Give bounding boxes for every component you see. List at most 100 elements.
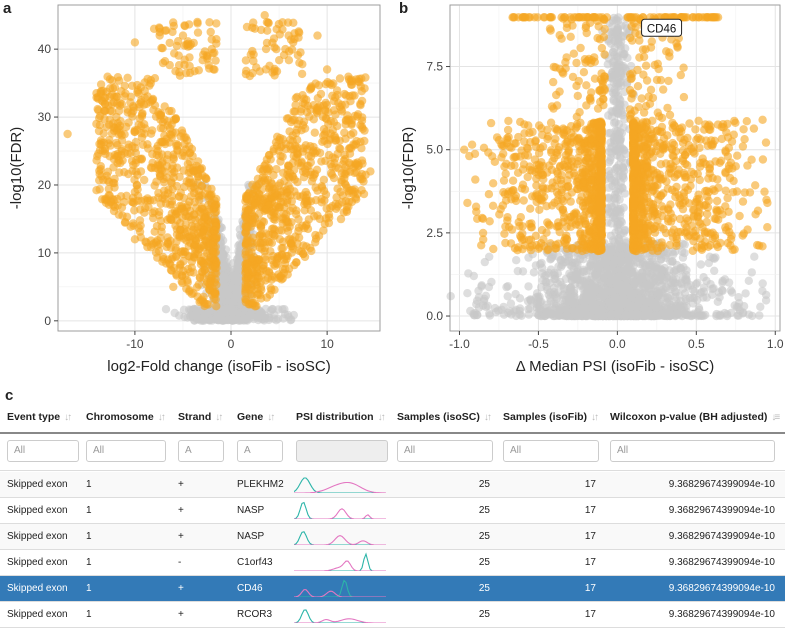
data-point: [185, 206, 195, 216]
data-point: [110, 179, 119, 188]
data-point: [152, 144, 161, 153]
y-axis-label: -log10(FDR): [8, 127, 25, 210]
data-point: [708, 284, 717, 294]
data-point: [133, 87, 142, 97]
data-point: [133, 185, 142, 194]
data-point: [190, 234, 200, 243]
data-point: [328, 91, 337, 101]
data-point: [342, 116, 351, 125]
data-point: [130, 235, 140, 244]
data-point: [95, 176, 104, 185]
data-point: [366, 167, 375, 176]
data-point: [247, 291, 257, 300]
data-point: [572, 258, 581, 267]
data-point: [710, 266, 719, 275]
data-point: [280, 305, 289, 314]
data-point: [341, 134, 350, 143]
data-point: [318, 137, 327, 146]
data-point: [310, 128, 319, 137]
data-point: [136, 205, 145, 214]
data-point: [189, 182, 198, 191]
data-point: [136, 98, 146, 107]
data-point: [135, 216, 145, 225]
data-point: [313, 186, 322, 195]
data-point: [228, 315, 237, 324]
data-point: [260, 11, 269, 20]
data-point: [194, 280, 203, 289]
data-point: [668, 257, 677, 266]
data-point: [562, 298, 572, 307]
data-point: [595, 265, 604, 274]
data-point: [296, 48, 305, 57]
data-point: [324, 120, 333, 129]
data-point: [278, 18, 287, 27]
data-point: [260, 252, 270, 262]
data-point: [211, 207, 221, 217]
data-point: [199, 314, 208, 323]
data-point: [275, 274, 284, 283]
data-point: [682, 270, 691, 280]
y-tick-label: 20: [38, 178, 52, 192]
data-point: [524, 282, 533, 291]
data-point: [333, 149, 342, 158]
data-point: [205, 18, 214, 27]
data-point: [211, 56, 220, 65]
data-point: [304, 215, 314, 224]
data-point: [515, 310, 524, 319]
data-point: [241, 56, 251, 65]
data-point: [294, 215, 303, 224]
data-point: [153, 236, 162, 245]
data-point: [750, 252, 759, 261]
data-point: [257, 185, 266, 194]
data-point: [739, 302, 749, 311]
data-point: [112, 92, 122, 101]
data-point: [293, 150, 302, 159]
data-point: [297, 69, 307, 79]
data-point: [280, 176, 289, 186]
data-point: [262, 155, 272, 164]
data-point: [207, 44, 216, 54]
data-point: [329, 106, 339, 115]
data-point: [204, 193, 213, 203]
data-point: [255, 67, 265, 76]
data-point: [108, 107, 117, 116]
data-point: [245, 261, 254, 270]
data-point: [233, 272, 242, 282]
data-point: [183, 39, 193, 48]
data-point: [110, 83, 120, 92]
data-point: [264, 18, 273, 28]
data-point: [564, 256, 573, 266]
data-point: [650, 311, 660, 320]
data-point: [194, 66, 203, 75]
data-point: [150, 227, 159, 236]
data-point: [202, 174, 211, 183]
data-point: [741, 289, 750, 298]
data-point: [748, 311, 757, 321]
data-point: [272, 165, 281, 174]
data-point: [696, 260, 706, 269]
data-point: [112, 194, 122, 204]
data-point: [175, 311, 184, 320]
data-point: [143, 196, 152, 205]
data-point: [185, 286, 194, 295]
data-point: [263, 26, 272, 35]
data-point: [137, 197, 146, 206]
data-point: [221, 274, 230, 283]
data-point: [206, 239, 215, 249]
data-point: [92, 119, 101, 129]
data-point: [169, 282, 178, 292]
data-point: [267, 271, 277, 281]
data-point: [212, 35, 221, 44]
data-point: [306, 197, 316, 206]
data-point: [122, 191, 131, 200]
data-point: [212, 231, 221, 240]
data-point: [206, 27, 215, 37]
data-point: [351, 140, 361, 149]
data-point: [183, 276, 192, 285]
data-point: [166, 265, 176, 275]
data-point: [185, 53, 194, 62]
data-point: [194, 191, 204, 200]
data-point: [165, 38, 174, 48]
data-point: [146, 79, 155, 88]
data-point: [680, 248, 689, 258]
